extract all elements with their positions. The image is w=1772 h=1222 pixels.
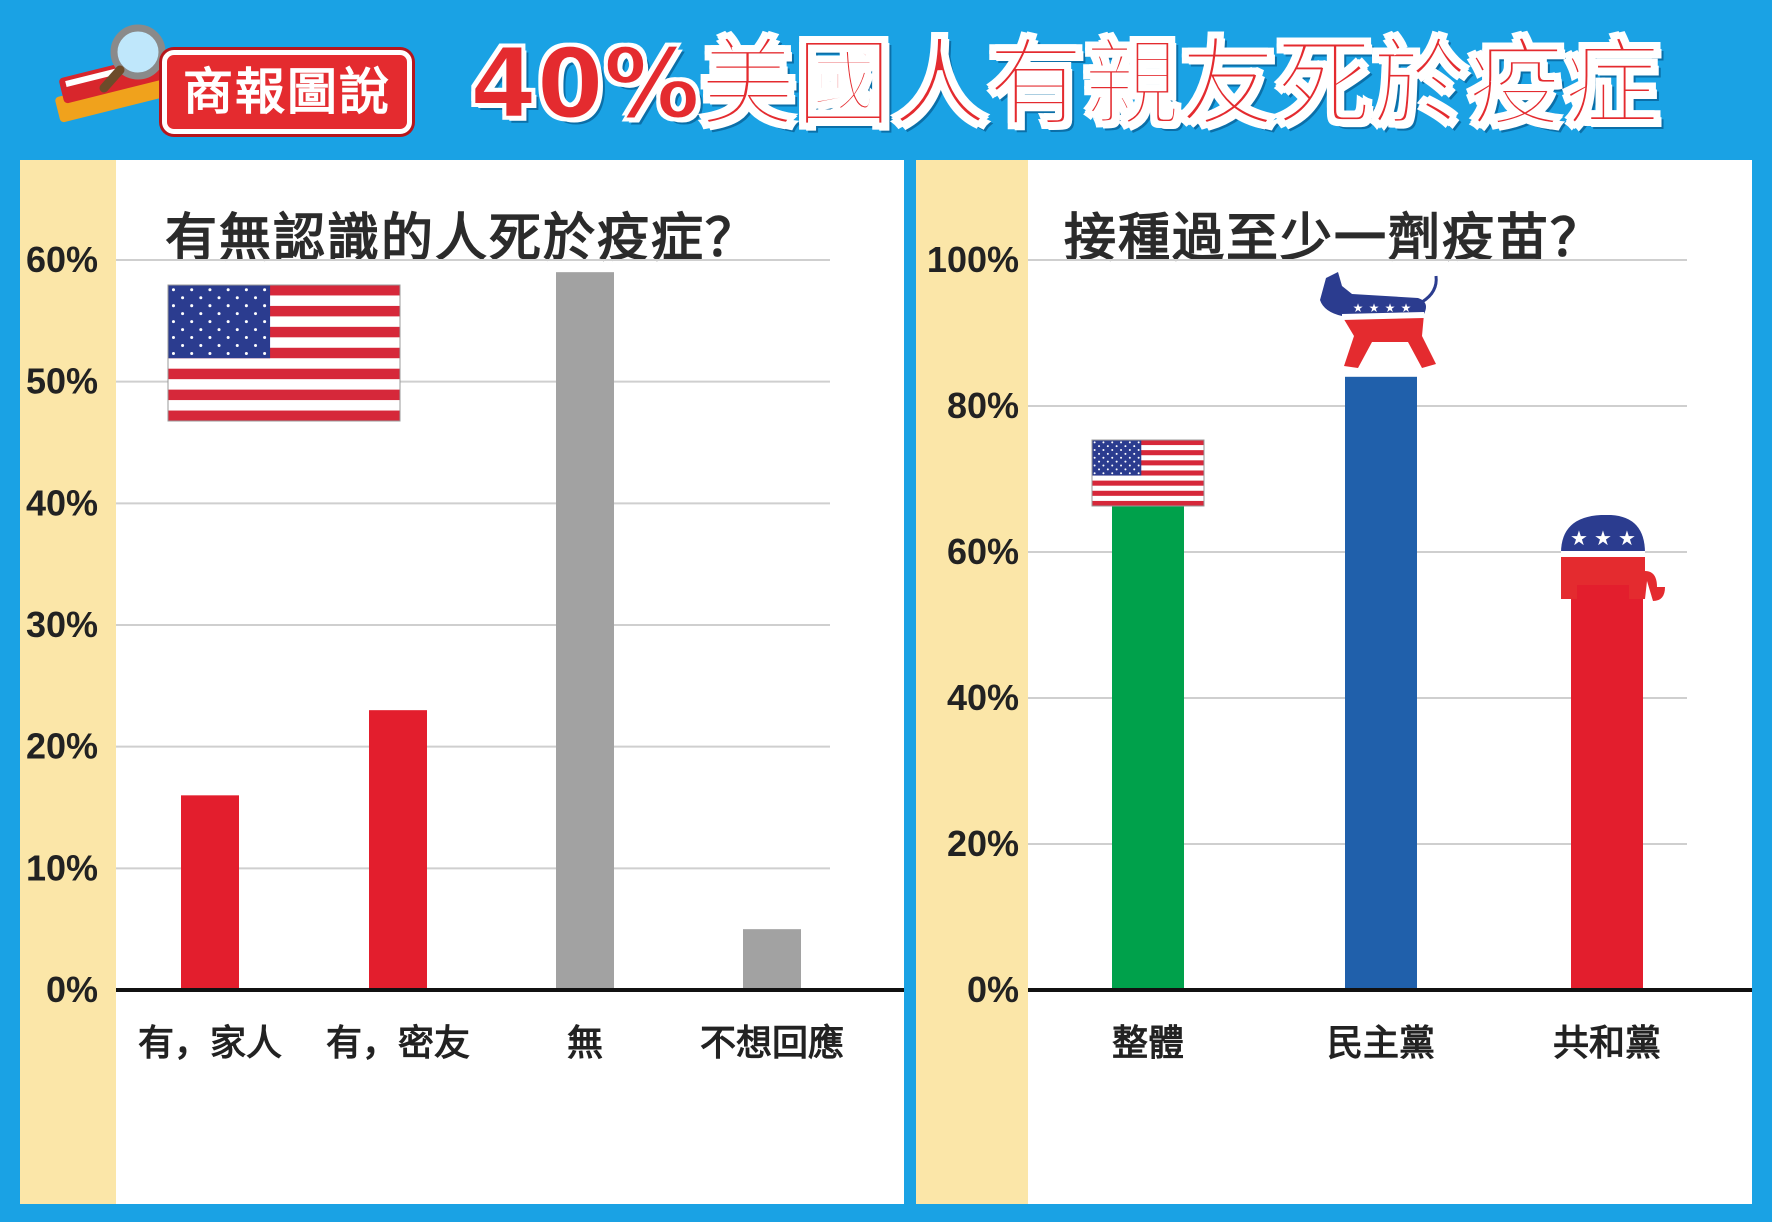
svg-text:★: ★ [1570,526,1588,550]
bar [369,710,427,990]
bar [1345,376,1417,990]
bar-chart-vaccination: 0%20%40%60%80%100%整體 民主黨 共和黨★ ★ ★ ★★ ★ ★ [927,239,1752,1064]
bar-chart-deaths: 0% 10% 20% 30% 40% 50% 60% 有，家人 有，密友 無 不想回應 [26,239,904,1064]
y-tick-label: 40% [26,482,98,523]
svg-text:★: ★ [1385,301,1396,315]
category-label: 有，家人 [138,1022,282,1064]
banner: 商報圖說 40%美國人有親友死於疫症 [0,0,1772,155]
y-tick-label: 20% [947,823,1019,864]
y-tick-label: 20% [26,726,98,767]
us-flag-icon [167,284,401,422]
svg-text:★: ★ [1353,301,1364,315]
y-tick-label: 40% [947,677,1019,718]
chart-title: 有無認識的人死於疫症？ [164,208,759,269]
y-tick-label: 30% [26,604,98,645]
us-flag-icon [1091,439,1205,507]
category-label: 民主黨 [1327,1022,1435,1064]
svg-text:★: ★ [1594,526,1612,550]
y-tick-label: 10% [26,847,98,888]
brand-badge: 商報圖說 [162,50,412,134]
category-label: 整體 [1112,1022,1184,1064]
axis-band [20,160,116,1204]
category-label: 共和黨 [1553,1022,1661,1064]
bar [556,272,614,991]
chart-panel-deaths: 有無認識的人死於疫症？ 0% 10% 20% 30% 40% 50% 60% 有，家人 有，密友… [20,160,904,1204]
svg-text:★: ★ [1401,301,1412,315]
y-tick-label: 60% [26,239,98,280]
y-tick-label: 60% [947,531,1019,572]
y-tick-label: 0% [46,969,98,1010]
chart-title: 接種過至少一劑疫苗？ [1063,208,1604,269]
bar [743,929,801,990]
svg-text:★: ★ [1369,301,1380,315]
bar [1571,566,1643,990]
y-tick-label: 0% [967,969,1019,1010]
category-label: 不想回應 [700,1022,844,1064]
category-label: 無 [567,1022,603,1064]
bar [181,795,239,990]
republican-elephant-icon: ★ ★ ★ [1561,515,1665,601]
axis-band [916,160,1028,1204]
headline: 40%美國人有親友死於疫症 [469,27,1661,141]
y-tick-label: 100% [927,239,1019,280]
chart-panel-vaccination: 接種過至少一劑疫苗？ 0% 20% 40% 60% 80% 100% 整體 民主黨 共和黨 ★ ★ ★… [916,160,1752,1204]
y-tick-label: 50% [26,361,98,402]
book-magnifier-icon [55,24,167,123]
democrat-donkey-icon: ★ ★ ★ ★ [1320,272,1438,368]
y-tick-label: 80% [947,385,1019,426]
bar [1112,479,1184,990]
category-label: 有，密友 [326,1022,470,1064]
svg-text:★: ★ [1618,526,1636,550]
